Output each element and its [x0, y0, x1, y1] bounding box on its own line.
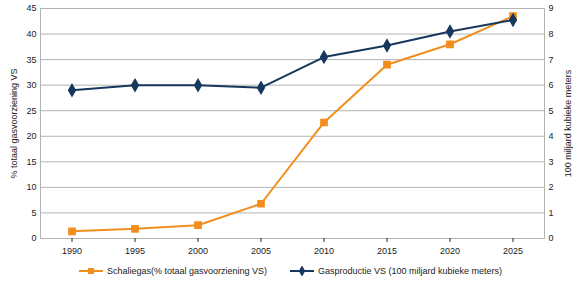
svg-text:100 miljard kubieke meters: 100 miljard kubieke meters	[563, 69, 573, 177]
svg-text:2: 2	[549, 182, 554, 192]
svg-text:2000: 2000	[188, 246, 208, 256]
svg-text:2020: 2020	[440, 246, 460, 256]
svg-text:1990: 1990	[62, 246, 82, 256]
html-text:Gasproductie VS (100 miljard k: Gasproductie VS (100 miljard kubieke met…	[318, 266, 503, 276]
svg-text:8: 8	[549, 29, 554, 39]
html-text:Schaliegas(% totaal gasvoorzie: Schaliegas(% totaal gasvoorziening VS)	[106, 266, 267, 276]
svg-text:25: 25	[26, 106, 36, 116]
svg-text:1: 1	[549, 208, 554, 218]
svg-text:2005: 2005	[251, 246, 271, 256]
svg-text:35: 35	[26, 54, 36, 64]
svg-text:2015: 2015	[377, 246, 397, 256]
svg-text:2010: 2010	[314, 246, 334, 256]
svg-text:3: 3	[549, 157, 554, 167]
svg-text:9: 9	[549, 3, 554, 13]
svg-text:40: 40	[26, 29, 36, 39]
svg-text:% totaal gasvoorziening VS: % totaal gasvoorziening VS	[9, 68, 19, 178]
svg-text:5: 5	[549, 106, 554, 116]
svg-text:7: 7	[549, 54, 554, 64]
svg-text:20: 20	[26, 131, 36, 141]
svg-text:0: 0	[549, 233, 554, 243]
svg-text:2025: 2025	[503, 246, 523, 256]
svg-text:45: 45	[26, 3, 36, 13]
svg-text:5: 5	[31, 208, 36, 218]
svg-text:1995: 1995	[125, 246, 145, 256]
svg-text:6: 6	[549, 80, 554, 90]
svg-text:10: 10	[26, 182, 36, 192]
svg-text:30: 30	[26, 80, 36, 90]
svg-text:0: 0	[31, 233, 36, 243]
svg-text:15: 15	[26, 157, 36, 167]
svg-text:4: 4	[549, 131, 554, 141]
